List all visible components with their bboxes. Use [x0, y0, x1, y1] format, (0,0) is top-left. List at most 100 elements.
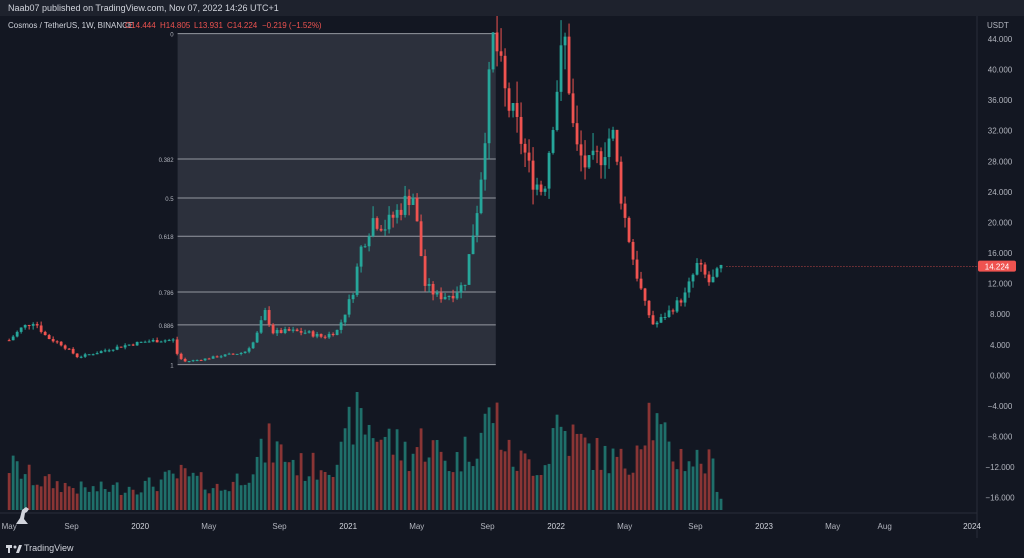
- candle-body: [643, 288, 647, 301]
- candle-body: [195, 359, 199, 361]
- volume-bar: [623, 468, 627, 510]
- candle-body: [211, 356, 215, 359]
- fib-level-label: 0: [170, 33, 174, 39]
- volume-bar: [259, 438, 263, 510]
- last-price-tag: 14.224: [978, 260, 1016, 272]
- time-tick-label: 2022: [547, 522, 565, 531]
- volume-bar: [23, 474, 27, 510]
- fibonacci-retracement[interactable]: 0 0.382 0.5 0.618 0.786 0.886 1: [159, 33, 496, 370]
- volume-bar: [239, 485, 243, 510]
- candle-body: [235, 353, 239, 355]
- volume-bar: [635, 445, 639, 510]
- volume-bar: [483, 413, 487, 510]
- volume-bar: [119, 494, 123, 510]
- volume-bar: [683, 471, 687, 510]
- candle-body: [699, 262, 703, 265]
- volume-bar: [271, 462, 275, 510]
- candle-body: [307, 331, 311, 333]
- volume-bar: [183, 468, 187, 510]
- price-chart[interactable]: 0 0.382 0.5 0.618 0.786 0.886 1 44.000 40.000 36…: [0, 16, 1024, 538]
- volume-bar: [507, 439, 511, 510]
- volume-bar: [251, 474, 255, 510]
- volume-bar: [519, 450, 523, 510]
- volume-bar: [295, 475, 299, 510]
- volume-bar: [39, 486, 43, 510]
- price-axis[interactable]: 44.000 40.000 36.000 32.000 28.000 24.000 20.0…: [976, 16, 1015, 538]
- candle-body: [547, 152, 551, 189]
- price-tick-label: 12.000: [988, 280, 1013, 289]
- candle-body: [655, 322, 659, 325]
- candle-body: [251, 342, 255, 349]
- candle-body: [283, 329, 287, 333]
- fib-level-label: 0.786: [159, 291, 175, 297]
- candle-body: [23, 325, 27, 328]
- fib-level-label: 0.886: [159, 324, 175, 330]
- time-tick-label: May: [409, 522, 424, 531]
- volume-bar: [43, 476, 47, 510]
- volume-bar: [147, 477, 151, 510]
- fib-level-label: 0.5: [165, 197, 174, 203]
- candle-body: [439, 292, 443, 300]
- candle-body: [459, 285, 463, 293]
- candle-body: [323, 336, 327, 338]
- price-tick-label: −8.000: [988, 433, 1013, 442]
- candle-body: [419, 221, 423, 257]
- volume-bar: [195, 475, 199, 510]
- volume-bar: [151, 486, 155, 510]
- volume-bar: [383, 436, 387, 510]
- candle-body: [367, 236, 371, 247]
- candle-body: [267, 310, 271, 325]
- candle-body: [315, 333, 319, 337]
- candle-body: [31, 324, 35, 326]
- volume-bar: [595, 437, 599, 510]
- candle-body: [43, 331, 47, 336]
- candle-body: [67, 348, 71, 350]
- volume-bar: [571, 424, 575, 510]
- volume-bar: [15, 461, 19, 510]
- volume-bar: [543, 465, 547, 510]
- volume-bar: [231, 481, 235, 510]
- candle-body: [171, 339, 175, 341]
- price-tick-label: −4.000: [988, 402, 1013, 411]
- volume-bar: [247, 482, 251, 510]
- candle-body: [415, 197, 419, 222]
- volume-bar: [343, 428, 347, 510]
- candle-body: [507, 88, 511, 111]
- volume-bar: [435, 439, 439, 510]
- volume-bar: [587, 443, 591, 510]
- volume-bar: [159, 479, 163, 510]
- volume-bar: [599, 469, 603, 510]
- dino-icon: [16, 507, 29, 524]
- candle-body: [83, 354, 87, 357]
- time-tick-label: 2023: [755, 522, 773, 531]
- volume-bar: [491, 423, 495, 510]
- candle-body: [243, 351, 247, 353]
- candle-body: [279, 330, 283, 333]
- volume-bar: [307, 476, 311, 510]
- volume-bar: [87, 491, 91, 510]
- candle-body: [143, 341, 147, 343]
- price-tick-label: 28.000: [988, 157, 1013, 166]
- candle-body: [651, 315, 655, 325]
- volume-bar: [359, 408, 363, 510]
- volume-bar: [403, 441, 407, 510]
- candle-body: [407, 195, 411, 205]
- candle-body: [555, 91, 559, 131]
- candle-body: [559, 45, 563, 92]
- volume-bar: [207, 493, 211, 510]
- candle-body: [399, 209, 403, 215]
- candle-body: [51, 339, 55, 342]
- candle-body: [135, 341, 139, 346]
- candle-body: [47, 335, 51, 340]
- candle-body: [539, 184, 543, 192]
- volume-bar: [535, 475, 539, 510]
- volume-bar: [215, 483, 219, 510]
- volume-bar: [267, 423, 271, 510]
- candle-body: [263, 310, 267, 321]
- candle-body: [463, 284, 467, 286]
- candle-body: [567, 36, 571, 94]
- time-axis[interactable]: May Sep 2020 May Sep 2021 May Sep 2022 May Sep 2023…: [0, 512, 981, 531]
- volume-bar: [463, 436, 467, 510]
- volume-bar: [679, 448, 683, 510]
- candle-body: [115, 346, 119, 350]
